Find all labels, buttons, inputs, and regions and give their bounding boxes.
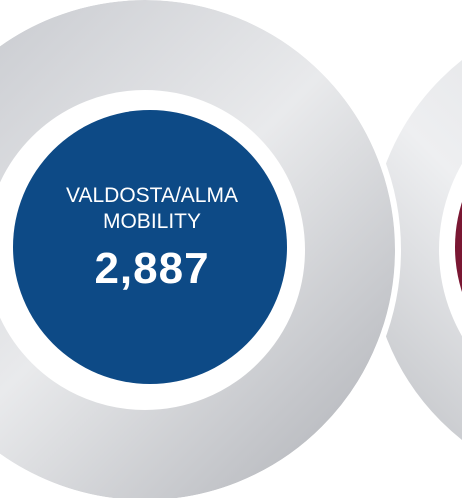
right-ring: [369, 58, 462, 442]
circle-label: VALDOSTA/ALMA: [66, 184, 238, 207]
left-ring: [0, 0, 395, 498]
circle-label: MOBILITY: [103, 210, 201, 233]
circle-value: 2,887: [94, 244, 209, 293]
ring-separator: [0, 0, 398, 498]
blue-circle: [13, 110, 287, 384]
maroon-circle: [455, 202, 462, 292]
